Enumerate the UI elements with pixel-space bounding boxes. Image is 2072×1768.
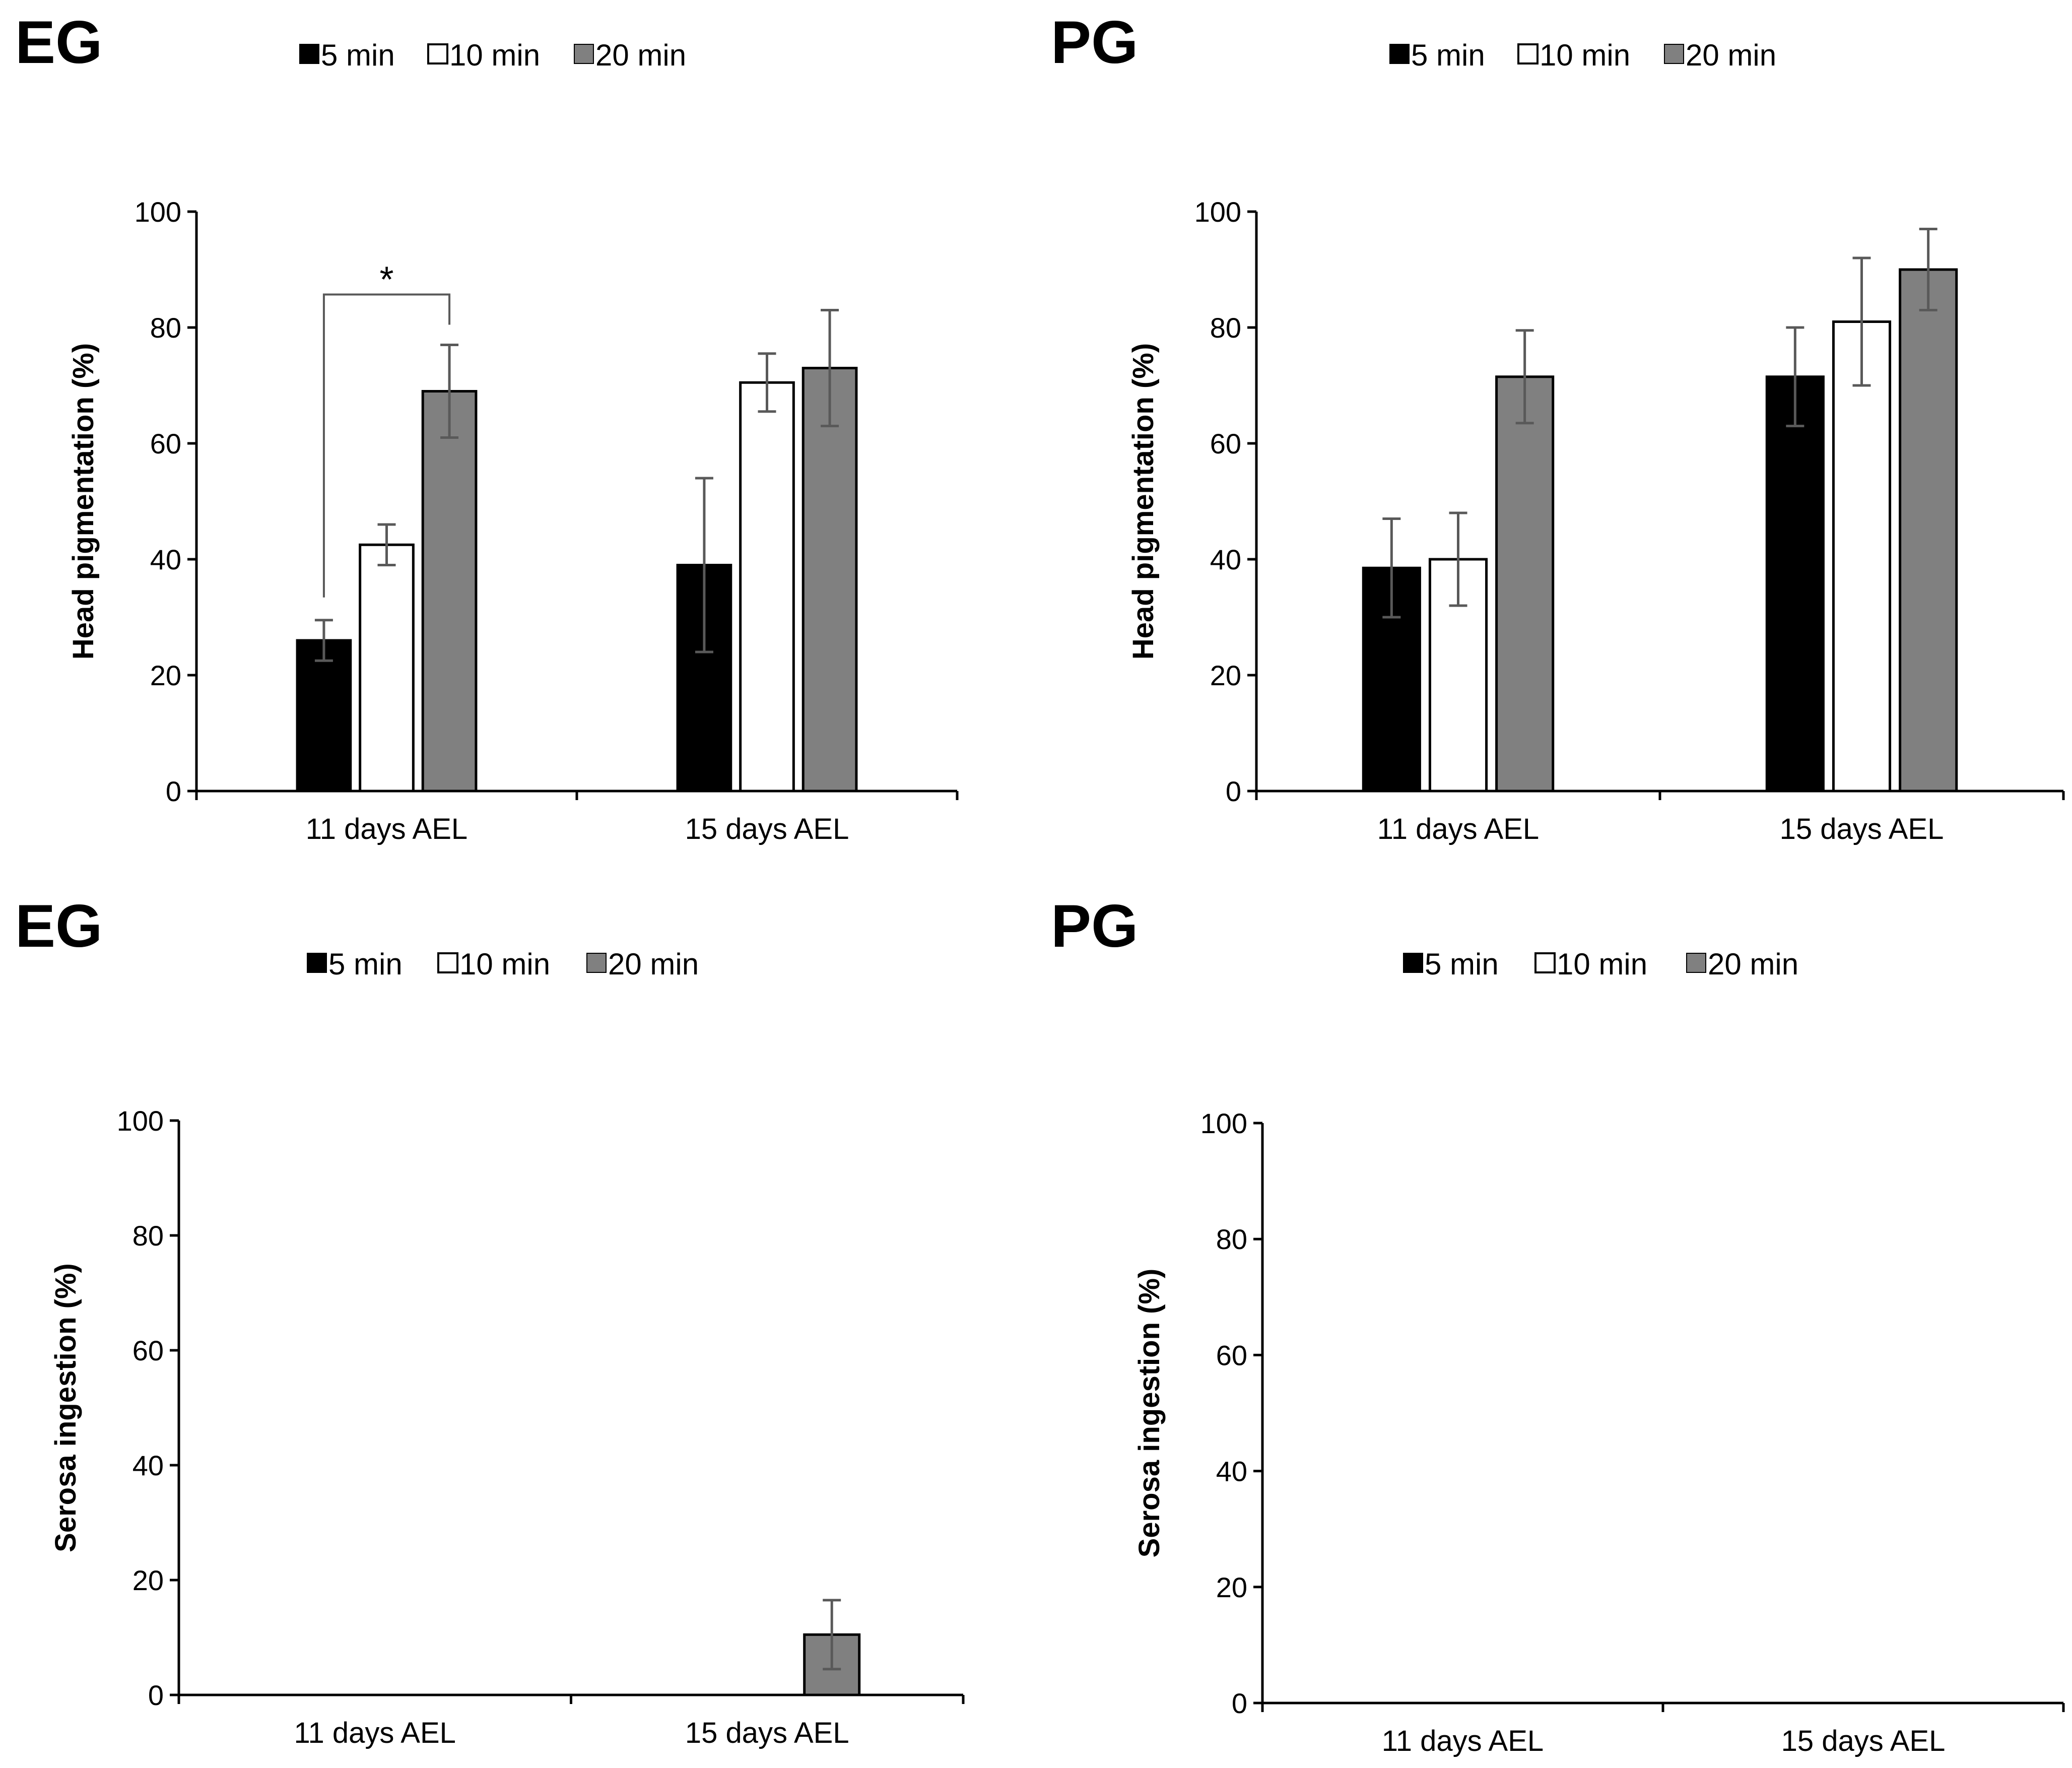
chart-svg: PG 5 min 10 min 20 min 0 20 40 60 80 100 Serosa in… (1051, 892, 2065, 1757)
y-tick-label: 0 (1232, 1687, 1247, 1719)
x-category-label: 15 days AEL (685, 1717, 849, 1749)
y-tick-label: 80 (1216, 1223, 1247, 1255)
legend-label: 10 min (459, 947, 550, 981)
bar (739, 381, 795, 793)
chart-panel-pg-serosa-ingestion: PG 5 min 10 min 20 min 0 20 40 60 80 100 Serosa in… (1036, 884, 2071, 1767)
bar (1899, 268, 1958, 793)
panel-title: EG (15, 892, 102, 960)
y-tick-label: 60 (150, 428, 181, 460)
y-tick-label: 100 (1194, 196, 1241, 228)
chart-svg: PG 5 min 10 min 20 min 0 20 40 60 80 100 Head pigm… (1051, 9, 2065, 845)
significance-marker: * (379, 260, 393, 300)
y-axis-label: Head pigmentation (%) (1127, 343, 1160, 660)
legend-label: 20 min (595, 38, 686, 72)
legend-label: 5 min (328, 947, 403, 981)
legend-label: 10 min (449, 38, 540, 72)
legend-swatch (299, 44, 319, 64)
y-tick-label: 20 (132, 1564, 164, 1596)
significance-bracket (322, 293, 451, 598)
bar (1832, 320, 1892, 793)
legend-label: 5 min (1411, 38, 1485, 72)
legend-swatch (1403, 953, 1423, 973)
bar (296, 639, 352, 793)
legend-swatch (574, 44, 594, 64)
legend-label: 10 min (1540, 38, 1630, 72)
y-tick-label: 80 (1210, 312, 1241, 344)
bar (801, 367, 858, 793)
y-tick-label: 40 (1210, 544, 1241, 575)
legend-swatch (1686, 953, 1706, 973)
legend-label: 5 min (321, 38, 395, 72)
panel-title: EG (15, 9, 102, 76)
bar (1765, 375, 1825, 793)
y-tick-label: 80 (150, 312, 181, 344)
x-category-label: 11 days AEL (294, 1717, 456, 1749)
y-tick-label: 0 (166, 775, 181, 807)
y-axis-label: Serosa ingestion (%) (49, 1263, 82, 1552)
chart-panel-eg-serosa-ingestion: EG 5 min 10 min 20 min 0 20 40 60 80 100 Serosa in… (0, 884, 1036, 1767)
y-tick-label: 100 (117, 1105, 164, 1137)
panel-title: PG (1051, 9, 1138, 76)
legend-swatch (307, 953, 327, 973)
legend-label: 5 min (1425, 947, 1499, 981)
legend-swatch (1664, 44, 1684, 64)
legend-label: 20 min (608, 947, 699, 981)
x-category-label: 15 days AEL (1781, 1725, 1946, 1757)
x-category-label: 15 days AEL (685, 813, 849, 845)
y-tick-label: 20 (1210, 660, 1241, 691)
bar (1495, 375, 1555, 793)
chart-panel-eg-head-pigmentation: EG 5 min 10 min 20 min 0 20 40 60 80 100 Head pigm… (0, 0, 1036, 884)
bar (421, 390, 478, 793)
legend-swatch (1389, 44, 1410, 64)
y-tick-label: 60 (1216, 1339, 1247, 1371)
legend-swatch (427, 43, 448, 64)
y-tick-label: 40 (1216, 1456, 1247, 1487)
x-category-label: 15 days AEL (1780, 813, 1944, 845)
x-category-label: 11 days AEL (1382, 1725, 1544, 1757)
chart-svg: EG 5 min 10 min 20 min 0 20 40 60 80 100 Head pigm… (15, 9, 959, 845)
chart-panel-pg-head-pigmentation: PG 5 min 10 min 20 min 0 20 40 60 80 100 Head pigm… (1036, 0, 2071, 884)
x-category-label: 11 days AEL (306, 813, 467, 845)
y-tick-label: 100 (135, 196, 181, 228)
y-tick-label: 0 (148, 1679, 164, 1711)
y-tick-label: 60 (1210, 428, 1241, 460)
y-tick-label: 40 (132, 1450, 164, 1481)
chart-svg: EG 5 min 10 min 20 min 0 20 40 60 80 100 Serosa in… (15, 892, 965, 1749)
y-tick-label: 0 (1226, 775, 1241, 807)
legend-label: 20 min (1708, 947, 1798, 981)
legend-label: 10 min (1557, 947, 1647, 981)
bar (359, 543, 415, 793)
legend-swatch (1517, 43, 1539, 64)
y-tick-label: 80 (132, 1220, 164, 1252)
panel-title: PG (1051, 892, 1138, 960)
y-tick-label: 40 (150, 544, 181, 575)
y-axis-label: Serosa ingestion (%) (1133, 1269, 1166, 1558)
y-tick-label: 100 (1200, 1107, 1247, 1139)
y-tick-label: 60 (132, 1335, 164, 1366)
y-tick-label: 20 (1216, 1571, 1247, 1603)
legend-label: 20 min (1686, 38, 1776, 72)
y-axis-label: Head pigmentation (%) (67, 343, 100, 660)
legend-swatch (586, 953, 607, 973)
x-category-label: 11 days AEL (1377, 813, 1539, 845)
legend-swatch (1534, 952, 1556, 973)
legend-swatch (437, 952, 458, 973)
y-tick-label: 20 (150, 660, 181, 691)
